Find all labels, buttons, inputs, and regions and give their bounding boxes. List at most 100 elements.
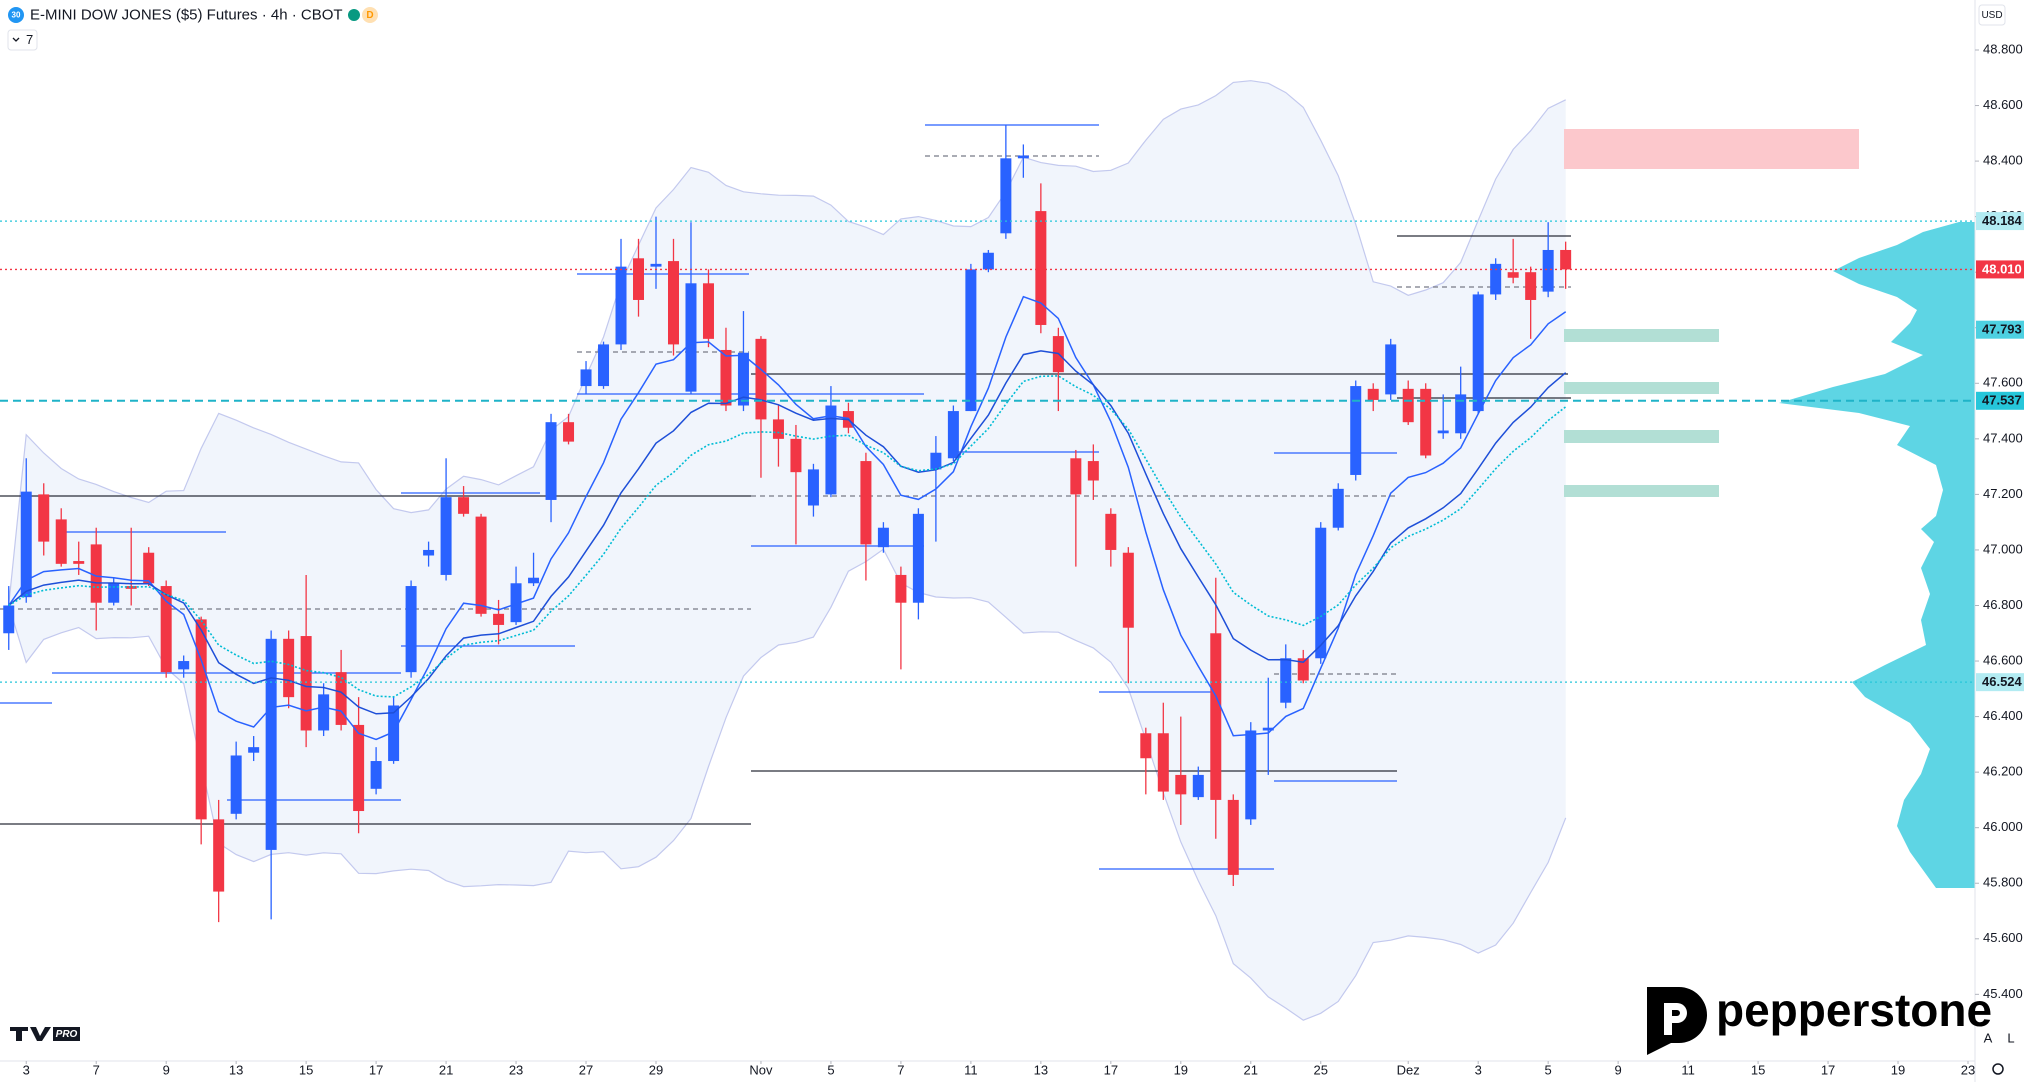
- candle-body: [20, 491, 32, 598]
- candle-body: [178, 661, 190, 670]
- support-zone: [1564, 382, 1719, 394]
- x-tick-label: 15: [1751, 1062, 1765, 1077]
- candle-body: [947, 411, 959, 459]
- candle-body: [895, 574, 907, 603]
- x-tick-label: 23: [509, 1062, 523, 1077]
- x-tick-label: 9: [163, 1062, 170, 1077]
- log-scale[interactable]: L: [2007, 1030, 2014, 1045]
- candle-body: [737, 352, 749, 406]
- resistance-zone: [1564, 129, 1859, 169]
- y-tick-label: 46.400: [1983, 708, 2023, 723]
- y-tick-label: 45.400: [1983, 986, 2023, 1001]
- candle-body: [143, 552, 155, 584]
- x-tick-label: 5: [1545, 1062, 1552, 1077]
- candle-body: [388, 705, 400, 762]
- price-label-bg: [1976, 673, 2024, 692]
- price-label-bg: [1976, 320, 2024, 339]
- y-tick-label: 46.800: [1983, 597, 2023, 612]
- candle-body: [1332, 488, 1344, 528]
- candle-body: [1315, 527, 1327, 659]
- candle-body: [615, 266, 627, 345]
- y-tick-label: 48.400: [1983, 153, 2023, 168]
- candle-body: [283, 638, 295, 698]
- candle-body: [1560, 249, 1572, 270]
- ema-mid: [8, 350, 1567, 715]
- candle-body: [912, 513, 924, 603]
- x-tick-label: 11: [1681, 1062, 1695, 1077]
- candle-body: [475, 516, 487, 614]
- tv-logo-mark: [10, 1027, 51, 1041]
- series-layer: [0, 124, 1975, 923]
- candle-body: [125, 586, 137, 589]
- candle-body: [633, 258, 645, 300]
- badge-text: D: [366, 10, 373, 21]
- x-tick-label: 25: [1314, 1062, 1328, 1077]
- x-tick-label: 9: [1615, 1062, 1622, 1077]
- bollinger-lower: [8, 548, 1567, 1021]
- y-tick-label: 47.000: [1983, 541, 2023, 556]
- auto-scale[interactable]: A: [1984, 1030, 1993, 1045]
- price-label: 46.524: [1982, 674, 2023, 689]
- x-tick-label: 19: [1891, 1062, 1905, 1077]
- candle-body: [1437, 430, 1449, 434]
- x-tick-label: 21: [439, 1062, 453, 1077]
- candle-body: [3, 605, 15, 634]
- candle-body: [230, 755, 242, 814]
- candle-body: [1472, 294, 1484, 412]
- candle-body: [1192, 774, 1204, 798]
- ema-slow: [8, 375, 1567, 698]
- price-label-bg: [1976, 212, 2024, 231]
- candle-body: [755, 338, 767, 420]
- badge: [362, 7, 378, 23]
- x-tick-label: 23: [1961, 1062, 1975, 1077]
- tv-logo: PRO: [10, 1027, 80, 1041]
- candle-body: [1245, 730, 1257, 820]
- y-tick-label: 48.800: [1983, 41, 2023, 56]
- status-dot: [348, 9, 360, 21]
- candle-body: [1087, 461, 1099, 481]
- y-tick-label: 47.600: [1983, 375, 2023, 390]
- x-tick-label: 17: [1104, 1062, 1118, 1077]
- candle-body: [335, 672, 347, 725]
- x-tick-label: 13: [229, 1062, 243, 1077]
- candle-body: [1035, 211, 1047, 325]
- candle-body: [370, 761, 382, 789]
- candle-body: [493, 613, 505, 625]
- candle-body: [1402, 388, 1414, 423]
- chevron: [12, 37, 20, 42]
- bollinger-upper: [8, 80, 1566, 606]
- candle-body: [1542, 249, 1554, 292]
- candle-body: [265, 638, 277, 850]
- candle-body: [300, 636, 312, 731]
- x-tick-label: 17: [369, 1062, 383, 1077]
- candle-body: [580, 369, 592, 387]
- settings-icon[interactable]: [1992, 1063, 2004, 1075]
- volume-profile: [1779, 222, 1975, 888]
- candle-body: [528, 577, 540, 584]
- candle-body: [1070, 458, 1082, 495]
- candle-body: [458, 497, 470, 514]
- x-tick-label: 29: [649, 1062, 663, 1077]
- currency-box[interactable]: [1978, 4, 2006, 26]
- candle-body: [650, 263, 662, 267]
- candle-body: [702, 283, 714, 339]
- symbol-icon-text: 30: [12, 11, 21, 20]
- x-tick-label: 17: [1821, 1062, 1835, 1077]
- candle-body: [825, 405, 837, 495]
- candle-body: [510, 583, 522, 623]
- candle-body: [38, 494, 50, 542]
- candle-body: [160, 586, 172, 673]
- x-tick-label: 15: [299, 1062, 313, 1077]
- candle-body: [353, 724, 365, 812]
- price-label: 47.537: [1982, 393, 2022, 408]
- symbol-icon: [8, 7, 24, 23]
- axes-layer: 48.80048.60048.40048.20048.00047.80047.6…: [23, 41, 2024, 1077]
- candle-body: [1105, 513, 1117, 550]
- candle-body: [195, 619, 207, 820]
- candle-body: [667, 261, 679, 345]
- indicator-toggle[interactable]: [7, 29, 38, 51]
- candle-body: [545, 422, 557, 500]
- x-tick-label: 21: [1244, 1062, 1258, 1077]
- y-tick-label: 47.200: [1983, 486, 2023, 501]
